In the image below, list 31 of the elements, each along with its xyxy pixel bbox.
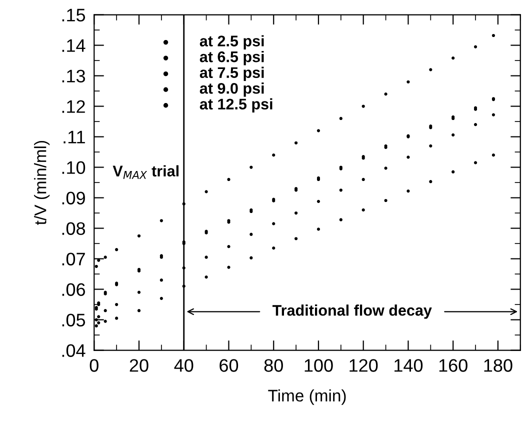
y-tick-label: .09 [62,192,85,204]
x-tick-label: 140 [394,359,423,372]
y-tick-label: .07 [62,252,85,266]
legend-label: at 12.5 psi [200,98,272,113]
legend-label: at 6.5 psi [200,51,264,66]
x-tick-label: 120 [350,359,378,372]
y-tick-label: .12 [62,100,85,113]
x-tick-label: 20 [130,359,148,372]
x-tick-label: 0 [90,359,98,372]
y-axis-title: t/V (min/ml) [34,140,50,225]
y-tick-label: .05 [62,314,86,326]
x-tick-label: 40 [174,359,194,372]
annotation: Traditional flow decay [272,304,432,319]
legend-label: at 2.5 psi [200,35,264,50]
y-tick-label: .08 [62,222,86,235]
x-tick-label: 100 [304,359,333,372]
y-tick-label: .04 [62,344,86,357]
x-tick-label: 160 [439,359,468,372]
legend-label: at 7.5 psi [200,66,264,82]
x-tick-label: 80 [264,359,283,372]
y-tick-label: .10 [62,161,86,174]
y-tick-label: .15 [62,8,86,22]
x-tick-label: 60 [220,359,238,372]
x-tick-label: 180 [484,359,512,372]
ref-line-label: V$_{MAX}$ trial [112,165,178,179]
y-tick-label: .13 [62,70,86,82]
legend-label: at 9.0 psi [200,82,264,97]
x-axis-title: Time (min) [268,389,346,405]
y-tick-label: .11 [64,130,85,144]
y-tick-label: .06 [62,283,86,296]
y-tick-label: .14 [62,39,86,52]
